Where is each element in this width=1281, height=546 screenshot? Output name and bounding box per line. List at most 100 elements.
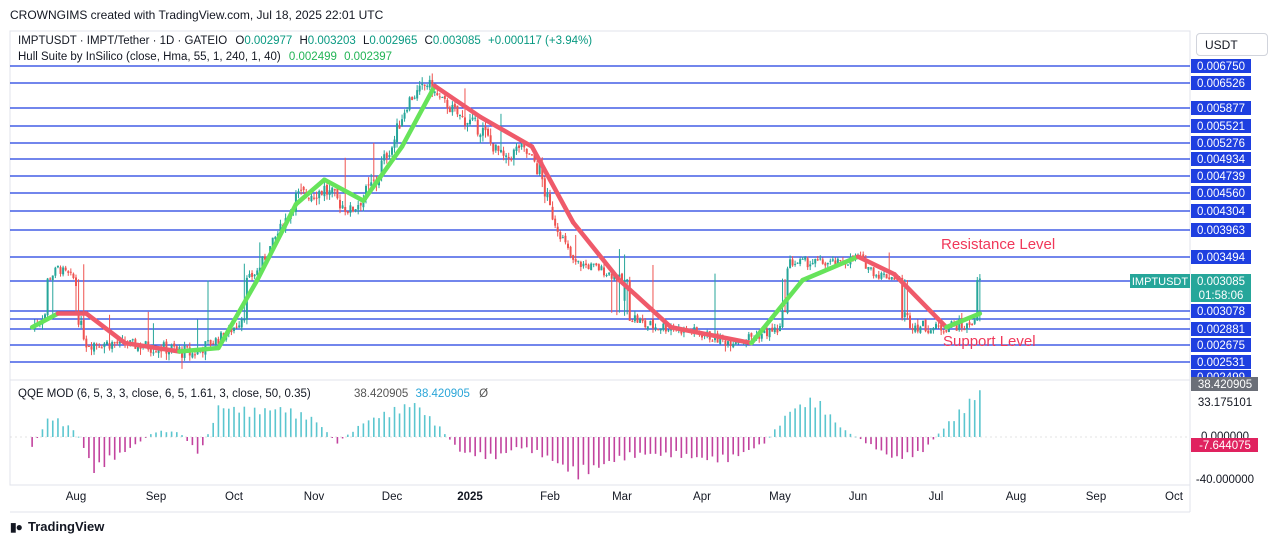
candle-body bbox=[502, 150, 505, 156]
qqe-bar bbox=[181, 435, 183, 437]
qqe-bar bbox=[108, 437, 111, 456]
qqe-bar bbox=[505, 437, 507, 454]
time-tick: Jul bbox=[929, 491, 944, 503]
qqe-bar bbox=[46, 418, 49, 437]
candle-body bbox=[170, 344, 173, 350]
qqe-bar bbox=[774, 429, 776, 437]
candle-body bbox=[867, 266, 870, 270]
candle-body bbox=[729, 339, 732, 346]
candle-body bbox=[72, 273, 75, 278]
candle-body bbox=[100, 347, 103, 349]
candle-body bbox=[572, 255, 575, 260]
candle-body bbox=[315, 197, 318, 199]
candle-body bbox=[569, 246, 572, 257]
qqe-bar bbox=[413, 403, 416, 437]
qqe-bar bbox=[628, 437, 631, 453]
candle-body bbox=[479, 134, 482, 138]
qqe-bar bbox=[551, 437, 554, 461]
candle-body bbox=[864, 258, 867, 269]
candle-body bbox=[613, 275, 616, 280]
hull-segment bbox=[254, 202, 299, 283]
candle-body bbox=[238, 325, 241, 328]
qqe-bar bbox=[479, 437, 482, 453]
current-price-value: 0.003085 bbox=[1197, 276, 1245, 288]
candle-body bbox=[901, 277, 904, 319]
candle-body bbox=[872, 267, 875, 277]
time-tick: Oct bbox=[1165, 491, 1184, 503]
qqe-scale-label: -7.644075 bbox=[1199, 440, 1251, 452]
hull-segment bbox=[361, 144, 405, 203]
candle-body bbox=[567, 243, 569, 248]
qqe-bar bbox=[373, 417, 375, 437]
qqe-bar bbox=[129, 437, 131, 448]
time-tick: Sep bbox=[146, 491, 166, 503]
candle-body bbox=[893, 277, 896, 280]
current-price-marker: IMPTUSDT 0.003085 01:58:06 bbox=[1130, 274, 1251, 302]
candle-body bbox=[794, 263, 797, 265]
candle-body bbox=[80, 320, 83, 325]
price-label: 0.004560 bbox=[1197, 188, 1245, 200]
candle-body bbox=[768, 328, 771, 338]
symbol-tag-bg bbox=[1130, 274, 1190, 288]
qqe-legend[interactable]: QQE MOD (6, 5, 3, 3, close, 6, 5, 1.61, … bbox=[18, 388, 488, 400]
qqe-bar bbox=[362, 423, 365, 437]
qqe-bar bbox=[388, 417, 391, 437]
qqe-bar bbox=[763, 437, 766, 444]
candle-body bbox=[804, 257, 807, 260]
qqe-bar bbox=[289, 408, 292, 437]
time-tick: Mar bbox=[612, 491, 632, 503]
candle-body bbox=[383, 154, 386, 161]
candle-body bbox=[834, 260, 837, 266]
hull-segment bbox=[668, 325, 754, 346]
hull-segment bbox=[617, 277, 674, 330]
qqe-bar bbox=[305, 419, 308, 437]
candle-body bbox=[587, 264, 590, 270]
hull-segment bbox=[800, 254, 861, 283]
hull-segment bbox=[478, 114, 535, 149]
hull-segment bbox=[892, 272, 949, 330]
currency-button[interactable]: USDT bbox=[1196, 33, 1268, 56]
qqe-bar bbox=[202, 437, 204, 446]
candle-body bbox=[732, 343, 735, 348]
candle-body bbox=[711, 340, 714, 342]
qqe-bar bbox=[732, 437, 734, 455]
qqe-bar bbox=[804, 407, 806, 437]
qqe-bar bbox=[144, 437, 147, 438]
candle-body bbox=[784, 311, 787, 313]
price-label: 0.003963 bbox=[1197, 225, 1245, 237]
candle-body bbox=[331, 187, 334, 194]
candle-body bbox=[536, 163, 539, 175]
symbol-legend[interactable]: IMPTUSDT · IMPT/Tether · 1D · GATEIO O0.… bbox=[18, 35, 592, 47]
candle-body bbox=[214, 338, 217, 346]
candle-body bbox=[352, 206, 354, 212]
candle-body bbox=[806, 258, 809, 268]
hull-legend[interactable]: Hull Suite by InSilico (close, Hma, 55, … bbox=[18, 51, 392, 63]
candle-body bbox=[603, 267, 605, 276]
qqe-bar bbox=[336, 437, 339, 444]
candle-body bbox=[98, 346, 101, 348]
tradingview-logo[interactable]: ▮● TradingView bbox=[10, 519, 104, 534]
candle-body bbox=[639, 318, 642, 323]
qqe-bar bbox=[357, 425, 359, 437]
candle-body bbox=[411, 96, 414, 101]
candle-body bbox=[664, 323, 667, 332]
qqe-bar bbox=[347, 434, 349, 437]
qqe-bar bbox=[253, 407, 256, 437]
hull-segment bbox=[322, 177, 366, 203]
candle-body bbox=[261, 257, 264, 268]
qqe-label-bg bbox=[1191, 377, 1258, 391]
qqe-bar bbox=[51, 420, 54, 437]
candle-body bbox=[310, 195, 313, 202]
price-label-bg bbox=[1191, 59, 1251, 73]
candle-body bbox=[191, 353, 194, 358]
qqe-bar bbox=[295, 418, 297, 437]
price-label-bg bbox=[1191, 223, 1251, 237]
candle-body bbox=[821, 259, 824, 264]
qqe-bar bbox=[572, 437, 574, 467]
candle-body bbox=[942, 331, 945, 333]
ohlc-high: H0.003203 bbox=[299, 35, 356, 47]
candle-body bbox=[209, 339, 212, 345]
qqe-bar bbox=[62, 426, 64, 437]
candle-body bbox=[451, 105, 454, 113]
